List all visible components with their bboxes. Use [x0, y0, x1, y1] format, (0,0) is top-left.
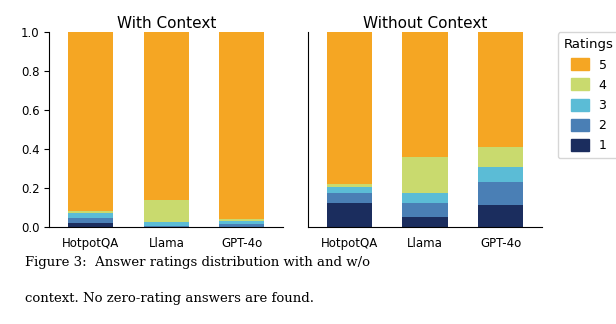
Bar — [219, 224, 264, 227]
Bar — [327, 203, 372, 227]
Bar — [478, 182, 523, 205]
Bar — [478, 32, 523, 147]
Bar — [144, 32, 189, 200]
Bar — [219, 219, 264, 221]
Title: With Context: With Context — [116, 16, 216, 31]
Bar — [68, 211, 113, 213]
Bar — [144, 200, 189, 222]
Bar — [478, 205, 523, 227]
Bar — [402, 217, 448, 227]
Bar — [402, 193, 448, 202]
Bar — [144, 226, 189, 227]
Bar — [68, 223, 113, 227]
Bar — [68, 213, 113, 218]
Bar — [327, 184, 372, 187]
Bar — [402, 157, 448, 193]
Bar — [219, 221, 264, 224]
Title: Without Context: Without Context — [363, 16, 487, 31]
Bar — [144, 222, 189, 226]
Legend: 5, 4, 3, 2, 1: 5, 4, 3, 2, 1 — [557, 32, 616, 158]
Bar — [327, 32, 372, 184]
Bar — [327, 187, 372, 193]
Bar — [402, 202, 448, 217]
Bar — [402, 32, 448, 157]
Text: Figure 3:  Answer ratings distribution with and w/o: Figure 3: Answer ratings distribution wi… — [25, 256, 370, 269]
Bar — [327, 193, 372, 203]
Bar — [478, 147, 523, 167]
Bar — [68, 218, 113, 223]
Text: context. No zero-rating answers are found.: context. No zero-rating answers are foun… — [25, 292, 314, 305]
Bar — [219, 32, 264, 219]
Bar — [478, 167, 523, 182]
Bar — [68, 32, 113, 211]
